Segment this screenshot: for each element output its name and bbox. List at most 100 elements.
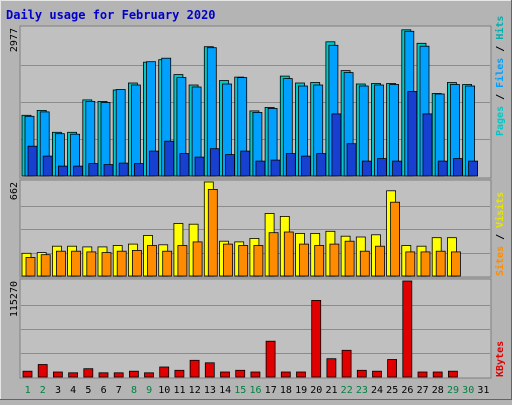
sites-bar-day-25 <box>390 201 401 277</box>
day-label-1: 1 <box>25 385 31 396</box>
kbytes-bar-day-16 <box>250 371 261 378</box>
pages-bar-day-9 <box>149 150 159 177</box>
day-label-20: 20 <box>310 385 322 396</box>
sites-bar-day-14 <box>223 243 233 277</box>
day-label-27: 27 <box>417 385 429 396</box>
legend-files: Files <box>494 58 506 88</box>
sites-bar-day-22 <box>344 240 355 277</box>
visits-legend: Sites / Visits <box>494 192 506 276</box>
day-label-17: 17 <box>265 385 277 396</box>
kbytes-bar-day-29 <box>447 370 458 378</box>
kbytes-max-label: 115270 <box>9 281 20 317</box>
kbytes-bar-day-6 <box>98 372 109 378</box>
sites-bar-day-13 <box>207 188 218 277</box>
legend-sites: Sites <box>494 246 506 276</box>
day-label-9: 9 <box>146 385 152 396</box>
kbytes-bar-day-27 <box>417 371 428 378</box>
day-label-25: 25 <box>386 385 398 396</box>
kbytes-bar-day-10 <box>159 366 170 378</box>
pages-bar-day-10 <box>164 140 175 177</box>
pages-bar-day-24 <box>377 158 387 177</box>
day-label-16: 16 <box>249 385 261 396</box>
day-label-8: 8 <box>131 385 137 396</box>
pages-bar-day-23 <box>361 160 372 177</box>
sites-bar-day-24 <box>375 245 385 277</box>
sites-bar-day-6 <box>101 252 112 277</box>
day-label-26: 26 <box>401 385 413 396</box>
sites-bar-day-27 <box>420 251 431 277</box>
pages-bar-day-27 <box>422 113 433 177</box>
pages-bar-day-6 <box>103 164 114 177</box>
sites-bar-day-2 <box>40 254 51 277</box>
pages-bar-day-26 <box>407 91 418 177</box>
day-label-24: 24 <box>371 385 383 396</box>
pages-bar-day-7 <box>118 162 129 177</box>
day-label-31: 31 <box>477 385 489 396</box>
kbytes-bar-day-20 <box>311 299 322 378</box>
day-label-3: 3 <box>55 385 61 396</box>
pages-bar-day-17 <box>270 159 281 177</box>
legend-separator: / <box>495 228 506 246</box>
sites-bar-day-23 <box>359 250 370 277</box>
legend-kbytes: KBytes <box>495 341 506 377</box>
kbytes-bar-day-2 <box>37 364 48 378</box>
day-label-19: 19 <box>295 385 307 396</box>
kbytes-bar-day-4 <box>68 372 78 378</box>
pages-bar-day-20 <box>316 153 327 177</box>
files-bar-day-8 <box>130 84 141 177</box>
day-label-6: 6 <box>101 385 107 396</box>
day-label-22: 22 <box>341 385 353 396</box>
day-label-7: 7 <box>116 385 122 396</box>
day-label-15: 15 <box>234 385 246 396</box>
pages-bar-day-28 <box>437 160 448 177</box>
day-label-12: 12 <box>189 385 201 396</box>
day-label-18: 18 <box>280 385 292 396</box>
visits-max-label: 662 <box>9 182 20 200</box>
hits-max-label: 2977 <box>9 28 20 52</box>
day-label-10: 10 <box>158 385 170 396</box>
legend-visits: Visits <box>494 192 506 228</box>
kbytes-bar-day-1 <box>22 370 33 378</box>
pages-bar-day-30 <box>468 160 479 177</box>
kbytes-bars <box>22 280 458 378</box>
legend-separator: / <box>495 88 506 106</box>
sites-bar-day-12 <box>192 241 203 277</box>
kbytes-bar-day-12 <box>189 359 200 378</box>
day-label-23: 23 <box>356 385 368 396</box>
kbytes-bar-day-21 <box>326 358 337 378</box>
hits-legend: Pages / Files / Hits <box>494 16 506 136</box>
legend-pages: Pages <box>495 106 506 136</box>
day-label-13: 13 <box>204 385 216 396</box>
day-label-14: 14 <box>219 385 231 396</box>
day-labels: 1 2 3 4 5 6 7 8 9 10 11 12 13 14 15 16 17 18 19 20 21 22 23 24 2… <box>25 385 490 396</box>
pages-bar-day-15 <box>240 150 251 177</box>
sites-bar-day-4 <box>71 250 81 277</box>
pages-bar-day-11 <box>179 153 190 177</box>
sites-bar-day-8 <box>131 249 142 277</box>
kbytes-bar-day-3 <box>53 371 63 378</box>
pages-bar-day-3 <box>58 165 68 177</box>
pages-bar-day-13 <box>209 148 220 177</box>
kbytes-bar-day-11 <box>174 369 185 378</box>
pages-bar-day-22 <box>346 143 357 177</box>
day-label-21: 21 <box>325 385 337 396</box>
kbytes-bar-day-23 <box>356 369 367 378</box>
pages-bar-day-21 <box>331 113 342 177</box>
pages-bar-day-2 <box>42 155 53 177</box>
pages-bar-day-19 <box>301 155 311 177</box>
kbytes-bar-day-15 <box>235 369 246 378</box>
sites-bar-day-28 <box>435 250 446 277</box>
sites-bar-day-19 <box>299 243 309 277</box>
sites-bar-day-15 <box>238 245 249 277</box>
day-label-4: 4 <box>70 385 76 396</box>
visits-bars <box>21 181 461 277</box>
pages-bar-day-1 <box>27 145 38 177</box>
kbytes-bar-day-18 <box>280 371 291 378</box>
kbytes-bar-day-19 <box>296 371 306 378</box>
sites-bar-day-1 <box>25 257 36 277</box>
day-label-30: 30 <box>462 385 474 396</box>
sites-bar-day-7 <box>116 250 127 277</box>
kbytes-bar-day-28 <box>432 371 443 378</box>
hits-bars <box>21 29 479 177</box>
